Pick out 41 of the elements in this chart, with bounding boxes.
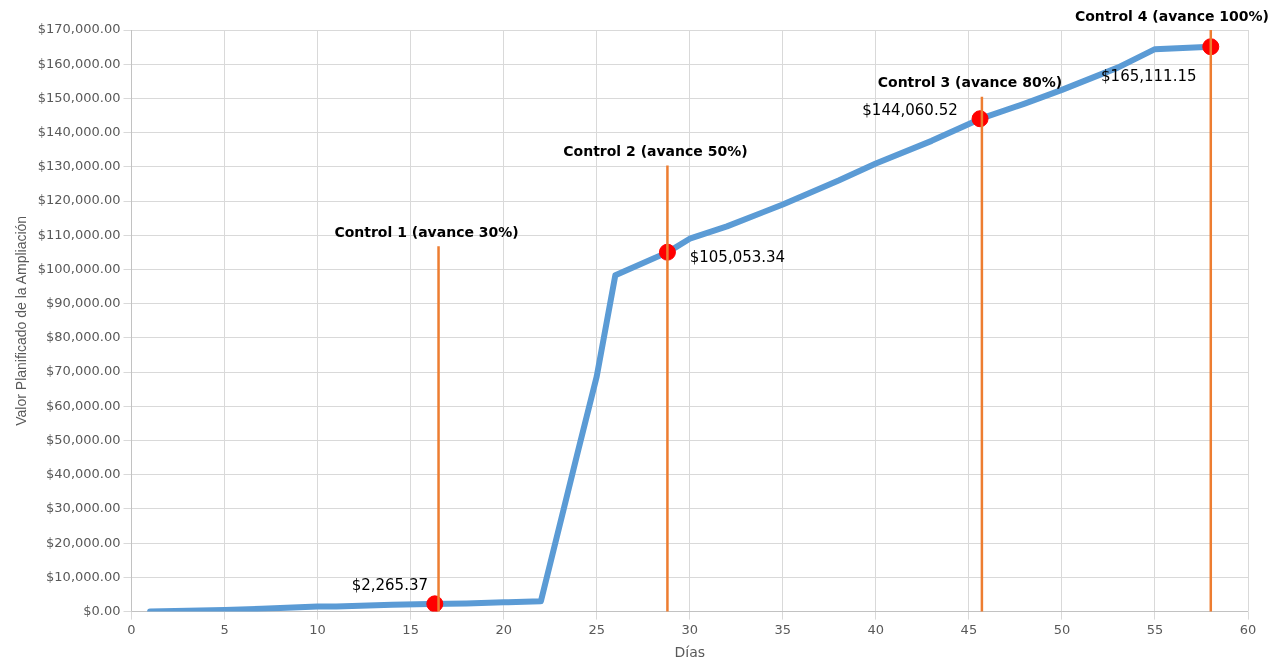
y-tick-label: $160,000.00: [37, 55, 121, 71]
y-tick-label: $90,000.00: [46, 295, 121, 311]
x-tick-label: 30: [681, 621, 699, 637]
x-axis-title: Días: [674, 644, 706, 661]
y-tick-label: $140,000.00: [37, 124, 121, 140]
y-tick-label: $70,000.00: [46, 363, 121, 379]
y-tick-label: $120,000.00: [37, 192, 121, 208]
ref-line-label: Control 2 (avance 50%): [563, 143, 748, 160]
x-tick-label: 5: [220, 621, 229, 637]
x-tick-label: 20: [495, 621, 512, 637]
y-axis-title: Valor Planificado de la Ampliación: [13, 215, 30, 426]
y-tick-label: $110,000.00: [37, 226, 121, 242]
x-tick-label: 25: [588, 621, 605, 637]
y-tick-label: $50,000.00: [46, 431, 121, 447]
y-tick-label: $60,000.00: [46, 397, 121, 413]
y-tick-label: $170,000.00: [37, 21, 121, 37]
ref-line-label: Control 3 (avance 80%): [877, 74, 1063, 91]
y-tick-label: $80,000.00: [46, 329, 121, 345]
data-label: $105,053.34: [689, 248, 786, 267]
x-tick-label: 60: [1239, 621, 1257, 637]
y-tick-label: $130,000.00: [37, 158, 121, 174]
x-tick-label: 15: [402, 621, 419, 637]
x-tick-label: 0: [127, 621, 136, 637]
x-tick-label: 45: [960, 621, 978, 637]
data-label: $2,265.37: [351, 575, 428, 594]
x-tick-label: 55: [1146, 621, 1164, 637]
x-tick-label: 35: [774, 621, 792, 637]
y-tick-label: $100,000.00: [37, 260, 121, 276]
y-tick-label: $30,000.00: [46, 500, 121, 516]
x-tick-label: 10: [309, 621, 326, 637]
x-tick-label: 40: [867, 621, 885, 637]
y-tick-label: $10,000.00: [46, 568, 121, 584]
y-tick-label: $150,000.00: [37, 89, 121, 105]
data-label: $165,111.15: [1101, 66, 1197, 85]
y-tick-label: $20,000.00: [46, 534, 121, 550]
y-tick-label: $0.00: [83, 602, 121, 618]
x-tick-label: 50: [1053, 621, 1071, 637]
ref-line-label: Control 1 (avance 30%): [334, 223, 519, 240]
data-label: $144,060.52: [862, 100, 958, 119]
ref-line-label: Control 4 (avance 100%): [1074, 7, 1270, 24]
y-tick-label: $40,000.00: [46, 466, 121, 482]
